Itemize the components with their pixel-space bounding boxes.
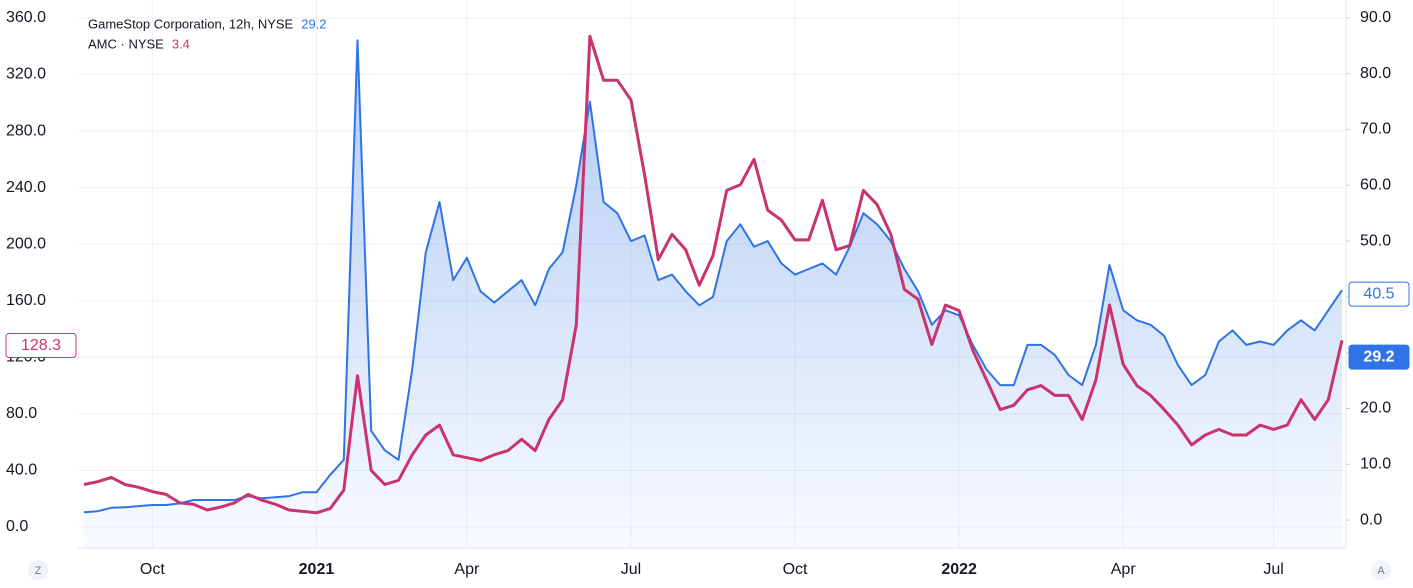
y-tick-label: 0.0 [6,518,28,535]
scale-button-label[interactable]: Z [35,565,42,577]
scale-button[interactable] [1371,560,1391,580]
series-area [84,40,1342,548]
y-tick-label: 160.0 [6,292,46,309]
y2-tick-label: 60.0 [1360,176,1391,193]
y-tick-label: 360.0 [6,9,46,26]
y-tick-label: 320.0 [6,66,46,83]
y-tick-label: 40.0 [6,462,37,479]
y-tick-label: 80.0 [6,405,37,422]
plot [83,34,1344,548]
legend-name: GameStop Corporation, 12h, NYSE [88,16,294,31]
legend-name: AMC · NYSE [88,36,164,51]
series-line [83,34,1344,515]
x-tick-label: Apr [454,561,480,578]
price-label: 128.3 [21,337,61,354]
y2-tick-label: 50.0 [1360,232,1391,249]
y-tick-label: 280.0 [6,122,46,139]
y2-tick-label: 20.0 [1360,400,1391,417]
y-tick-label: 200.0 [6,235,46,252]
x-tick-label: Apr [1111,561,1137,578]
scale-button-label[interactable]: A [1377,565,1385,577]
y2-tick-label: 80.0 [1360,65,1391,82]
y2-tick-label: 90.0 [1360,9,1391,26]
x-tick-label: 2022 [941,561,977,578]
price-label-box [1348,344,1410,370]
price-label-box [5,333,77,359]
price-label: 40.5 [1363,285,1394,302]
y-tick-label: 240.0 [6,179,46,196]
x-tick-label: 2021 [299,561,335,578]
axes: 0.040.080.0120.0160.0200.0240.0280.0320.… [5,0,1410,580]
series-line [83,39,1343,514]
scale-button[interactable] [28,560,48,580]
price-label: 29.2 [1363,348,1394,365]
x-tick-label: Oct [140,561,165,578]
price-label-box [1348,281,1410,307]
legend-value: 3.4 [172,36,190,51]
x-tick-label: Oct [783,561,808,578]
y2-tick-label: 10.0 [1360,456,1391,473]
x-tick-label: Jul [1263,561,1283,578]
legend-value: 29.2 [301,16,326,31]
y2-tick-label: 70.0 [1360,121,1391,138]
x-tick-label: Jul [621,561,641,578]
y2-tick-label: 0.0 [1360,511,1382,528]
